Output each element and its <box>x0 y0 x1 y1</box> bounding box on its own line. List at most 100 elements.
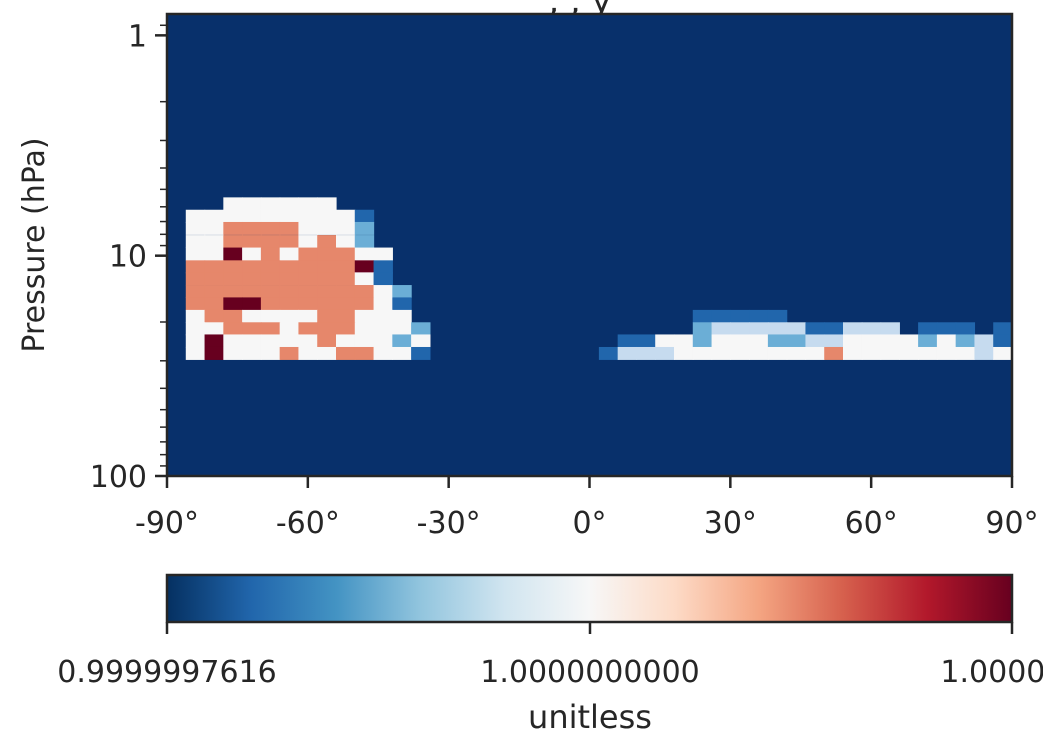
heatmap-cell <box>242 322 262 336</box>
heatmap-cell <box>298 346 318 360</box>
heatmap-cell <box>392 334 412 348</box>
heatmap-cell <box>354 235 375 249</box>
heatmap-cell <box>260 322 281 336</box>
heatmap-cell <box>993 322 1012 336</box>
heatmap-cell <box>354 297 375 311</box>
heatmap-cell <box>298 209 318 223</box>
heatmap-cell <box>918 346 938 360</box>
heatmap-cell <box>279 221 300 235</box>
heatmap-cell <box>861 334 882 348</box>
heatmap-cell <box>185 221 206 235</box>
heatmap-cell <box>185 322 206 336</box>
heatmap-cell <box>223 285 243 299</box>
heatmap-cell <box>354 221 375 235</box>
heatmap-cell <box>336 209 356 223</box>
heatmap-cell <box>204 334 224 348</box>
heatmap-cell <box>298 260 318 274</box>
heatmap-cell <box>336 309 356 323</box>
heatmap-cell <box>223 260 243 274</box>
heatmap-cell <box>336 235 356 249</box>
heatmap-cell <box>279 209 300 223</box>
heatmap-cell <box>392 285 412 299</box>
heatmap-cell <box>354 309 375 323</box>
heatmap-cell <box>974 334 994 348</box>
heatmap-cell <box>899 334 919 348</box>
heatmap-cell <box>767 309 788 323</box>
heatmap-cell <box>279 297 300 311</box>
heatmap-cell <box>918 322 938 336</box>
x-tick-label: 90° <box>985 506 1038 541</box>
heatmap-cell <box>279 260 300 274</box>
heatmap-cell <box>936 334 957 348</box>
heatmap-cell <box>317 197 337 211</box>
heatmap-cell <box>354 247 375 261</box>
heatmap-cell <box>242 209 262 223</box>
heatmap-cell <box>824 322 844 336</box>
heatmap-cell <box>392 346 412 360</box>
heatmap-cell <box>411 346 431 360</box>
heatmap-cell <box>692 334 713 348</box>
heatmap-cell <box>260 209 281 223</box>
heatmap-cell <box>279 197 300 211</box>
heatmap-cell <box>373 322 393 336</box>
heatmap-cell <box>636 334 656 348</box>
heatmap-cell <box>317 272 337 286</box>
heatmap-cell <box>655 346 675 360</box>
heatmap-cell <box>767 334 788 348</box>
heatmap-cell <box>185 260 206 274</box>
heatmap-cells <box>185 197 1012 360</box>
heatmap-cell <box>223 221 243 235</box>
heatmap-cell <box>955 346 976 360</box>
heatmap-cell <box>223 209 243 223</box>
heatmap-cell <box>392 297 412 311</box>
heatmap-cell <box>711 309 731 323</box>
y-tick-label: 100 <box>90 460 147 495</box>
heatmap-cell <box>185 309 206 323</box>
heatmap-cell <box>260 235 281 249</box>
heatmap-cell <box>242 309 262 323</box>
heatmap-cell <box>354 272 375 286</box>
heatmap-cell <box>204 285 224 299</box>
heatmap-cell <box>354 285 375 299</box>
heatmap-cell <box>373 334 393 348</box>
heatmap-cell <box>786 346 807 360</box>
x-tick-label: -60° <box>276 506 340 541</box>
heatmap-cell <box>279 272 300 286</box>
heatmap-cell <box>279 247 300 261</box>
colorbar-mid-label: 1.0000000000 <box>480 655 700 690</box>
x-tick-label: 60° <box>845 506 898 541</box>
heatmap-cell <box>185 247 206 261</box>
heatmap-cell <box>185 334 206 348</box>
heatmap-cell <box>242 272 262 286</box>
heatmap-cell <box>204 346 224 360</box>
heatmap-cell <box>204 209 224 223</box>
heatmap-cell <box>993 346 1012 360</box>
heatmap-cell <box>204 309 224 323</box>
heatmap-cell <box>185 297 206 311</box>
heatmap-cell <box>223 247 243 261</box>
heatmap-cell <box>204 272 224 286</box>
heatmap-cell <box>598 346 619 360</box>
heatmap-cell <box>242 221 262 235</box>
heatmap-cell <box>260 197 281 211</box>
heatmap-cell <box>955 322 976 336</box>
x-tick-label: -30° <box>417 506 481 541</box>
heatmap-cell <box>279 322 300 336</box>
heatmap-cell <box>749 322 769 336</box>
heatmap-cell <box>298 297 318 311</box>
heatmap-cell <box>204 247 224 261</box>
heatmap-cell <box>674 346 694 360</box>
heatmap-cell <box>373 309 393 323</box>
heatmap-cell <box>223 322 243 336</box>
colorbar <box>165 573 1014 624</box>
heatmap-cell <box>242 247 262 261</box>
heatmap-cell <box>204 322 224 336</box>
heatmap-cell <box>411 322 431 336</box>
heatmap-cell <box>786 322 807 336</box>
heatmap-cell <box>730 346 750 360</box>
heatmap-cell <box>298 235 318 249</box>
heatmap-cell <box>279 235 300 249</box>
heatmap-cell <box>692 309 713 323</box>
heatmap-cell <box>242 334 262 348</box>
